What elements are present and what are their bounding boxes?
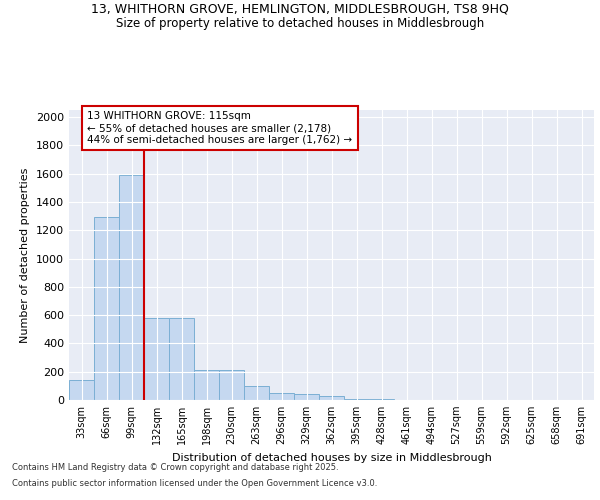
- Bar: [294, 394, 319, 400]
- Bar: [369, 399, 394, 400]
- Bar: [119, 175, 144, 400]
- Text: Size of property relative to detached houses in Middlesbrough: Size of property relative to detached ho…: [116, 18, 484, 30]
- Bar: [319, 396, 344, 400]
- Bar: [69, 380, 94, 400]
- Bar: [94, 217, 119, 400]
- Bar: [344, 398, 369, 400]
- Bar: [219, 370, 244, 400]
- Bar: [169, 318, 194, 400]
- Bar: [144, 318, 169, 400]
- Y-axis label: Number of detached properties: Number of detached properties: [20, 168, 31, 342]
- Text: Contains public sector information licensed under the Open Government Licence v3: Contains public sector information licen…: [12, 478, 377, 488]
- Text: 13, WHITHORN GROVE, HEMLINGTON, MIDDLESBROUGH, TS8 9HQ: 13, WHITHORN GROVE, HEMLINGTON, MIDDLESB…: [91, 2, 509, 16]
- Bar: [244, 386, 269, 400]
- X-axis label: Distribution of detached houses by size in Middlesbrough: Distribution of detached houses by size …: [172, 452, 491, 462]
- Text: 13 WHITHORN GROVE: 115sqm
← 55% of detached houses are smaller (2,178)
44% of se: 13 WHITHORN GROVE: 115sqm ← 55% of detac…: [88, 112, 353, 144]
- Bar: [194, 370, 219, 400]
- Text: Contains HM Land Registry data © Crown copyright and database right 2025.: Contains HM Land Registry data © Crown c…: [12, 464, 338, 472]
- Bar: [269, 393, 294, 400]
